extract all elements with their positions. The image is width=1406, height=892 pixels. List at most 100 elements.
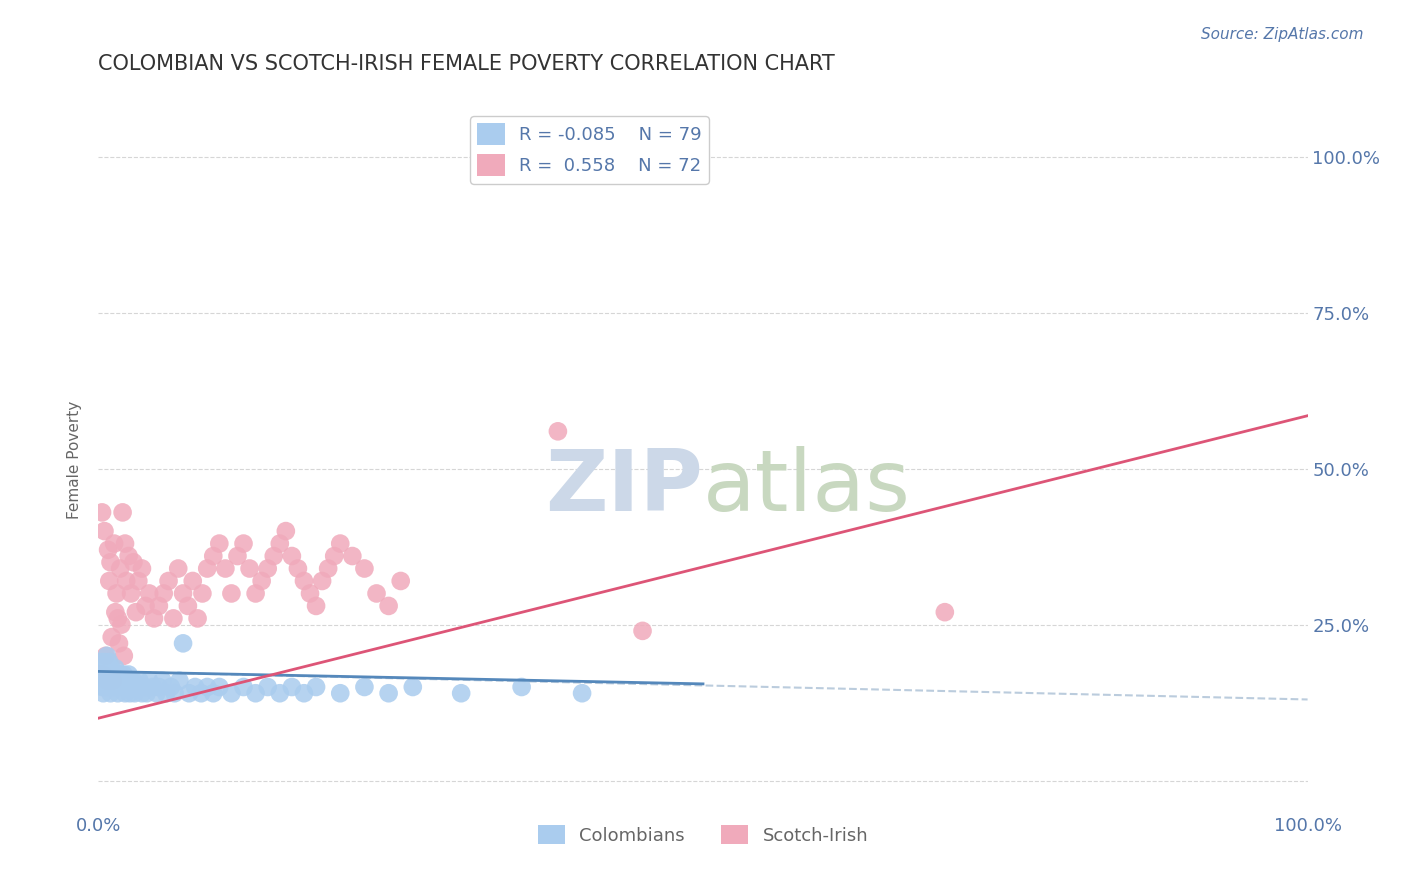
Point <box>128 673 150 688</box>
Point <box>377 686 399 700</box>
Point <box>108 636 131 650</box>
Point <box>98 673 121 688</box>
Point <box>110 617 132 632</box>
Point <box>214 561 236 575</box>
Point <box>115 574 138 588</box>
Point <box>181 574 204 588</box>
Point <box>269 686 291 700</box>
Point <box>110 673 132 688</box>
Point <box>98 655 121 669</box>
Point <box>179 686 201 700</box>
Point <box>305 599 328 613</box>
Point <box>89 667 111 681</box>
Point <box>105 680 128 694</box>
Point <box>450 686 472 700</box>
Point <box>97 680 120 694</box>
Point <box>100 686 122 700</box>
Point <box>108 673 131 688</box>
Point <box>135 686 157 700</box>
Point <box>148 599 170 613</box>
Point <box>105 667 128 681</box>
Point <box>145 686 167 700</box>
Point <box>208 680 231 694</box>
Point <box>221 686 243 700</box>
Point <box>934 605 956 619</box>
Point <box>256 680 278 694</box>
Point <box>157 574 180 588</box>
Point <box>104 661 127 675</box>
Point <box>305 680 328 694</box>
Point <box>112 648 135 663</box>
Point <box>172 636 194 650</box>
Point <box>366 586 388 600</box>
Point <box>169 673 191 688</box>
Point <box>96 673 118 688</box>
Point <box>195 561 218 575</box>
Point <box>98 574 121 588</box>
Point <box>389 574 412 588</box>
Point <box>96 667 118 681</box>
Point <box>160 680 183 694</box>
Point <box>155 686 177 700</box>
Point <box>547 425 569 439</box>
Point <box>122 555 145 569</box>
Point <box>101 673 124 688</box>
Point <box>118 667 141 681</box>
Point <box>143 611 166 625</box>
Point <box>329 536 352 550</box>
Point <box>131 561 153 575</box>
Point <box>115 673 138 688</box>
Point <box>120 673 142 688</box>
Point <box>190 686 212 700</box>
Point <box>195 680 218 694</box>
Point <box>117 680 139 694</box>
Point <box>311 574 333 588</box>
Point <box>108 667 131 681</box>
Point <box>232 680 254 694</box>
Point <box>122 673 145 688</box>
Point <box>287 561 309 575</box>
Point <box>135 599 157 613</box>
Point <box>103 536 125 550</box>
Point <box>94 680 117 694</box>
Point <box>118 686 141 700</box>
Text: atlas: atlas <box>703 446 911 529</box>
Point <box>292 686 315 700</box>
Point <box>104 605 127 619</box>
Point <box>226 549 249 563</box>
Point <box>221 586 243 600</box>
Point <box>377 599 399 613</box>
Point <box>114 536 136 550</box>
Point <box>111 680 134 694</box>
Point <box>93 524 115 538</box>
Point <box>111 505 134 519</box>
Point <box>118 549 141 563</box>
Point <box>138 673 160 688</box>
Point <box>89 667 111 681</box>
Point <box>353 680 375 694</box>
Point <box>90 655 112 669</box>
Point <box>120 586 142 600</box>
Point <box>329 686 352 700</box>
Point <box>402 680 425 694</box>
Point <box>100 673 122 688</box>
Point <box>138 586 160 600</box>
Point <box>97 542 120 557</box>
Point <box>163 686 186 700</box>
Point <box>269 536 291 550</box>
Point <box>323 549 346 563</box>
Point <box>101 667 124 681</box>
Point <box>245 586 267 600</box>
Point <box>90 673 112 688</box>
Point <box>299 586 322 600</box>
Point <box>187 611 209 625</box>
Point <box>94 648 117 663</box>
Point <box>250 574 273 588</box>
Point <box>91 667 114 681</box>
Point <box>96 648 118 663</box>
Point <box>108 561 131 575</box>
Point <box>127 574 149 588</box>
Legend: Colombians, Scotch-Irish: Colombians, Scotch-Irish <box>530 818 876 852</box>
Point <box>124 686 146 700</box>
Point <box>172 586 194 600</box>
